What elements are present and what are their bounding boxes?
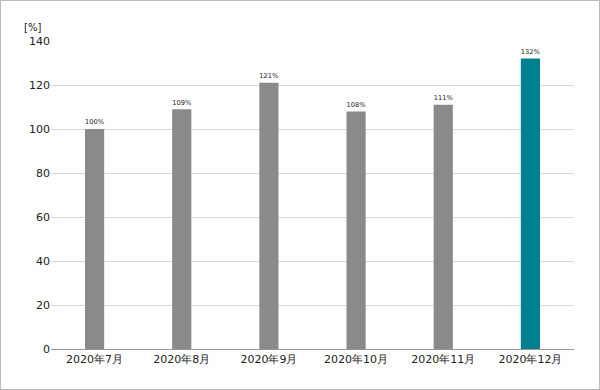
svg-text:100%: 100%: [85, 118, 104, 126]
svg-text:100: 100: [29, 123, 50, 136]
svg-text:140: 140: [29, 35, 50, 48]
svg-text:[%]: [%]: [24, 22, 41, 33]
svg-text:2020年10月: 2020年10月: [324, 353, 388, 366]
svg-text:60: 60: [36, 211, 50, 224]
svg-text:132%: 132%: [521, 48, 540, 56]
svg-text:2020年7月: 2020年7月: [66, 353, 123, 366]
svg-text:111%: 111%: [434, 94, 453, 102]
svg-text:0: 0: [43, 343, 50, 356]
svg-text:121%: 121%: [259, 72, 278, 80]
svg-text:120: 120: [29, 79, 50, 92]
svg-text:20: 20: [36, 299, 50, 312]
svg-text:80: 80: [36, 167, 50, 180]
svg-text:40: 40: [36, 255, 50, 268]
svg-text:2020年12月: 2020年12月: [498, 353, 562, 366]
svg-text:108%: 108%: [347, 101, 366, 109]
svg-text:109%: 109%: [172, 99, 191, 107]
svg-text:2020年8月: 2020年8月: [153, 353, 210, 366]
svg-text:2020年9月: 2020年9月: [240, 353, 297, 366]
svg-text:2020年11月: 2020年11月: [411, 353, 475, 366]
